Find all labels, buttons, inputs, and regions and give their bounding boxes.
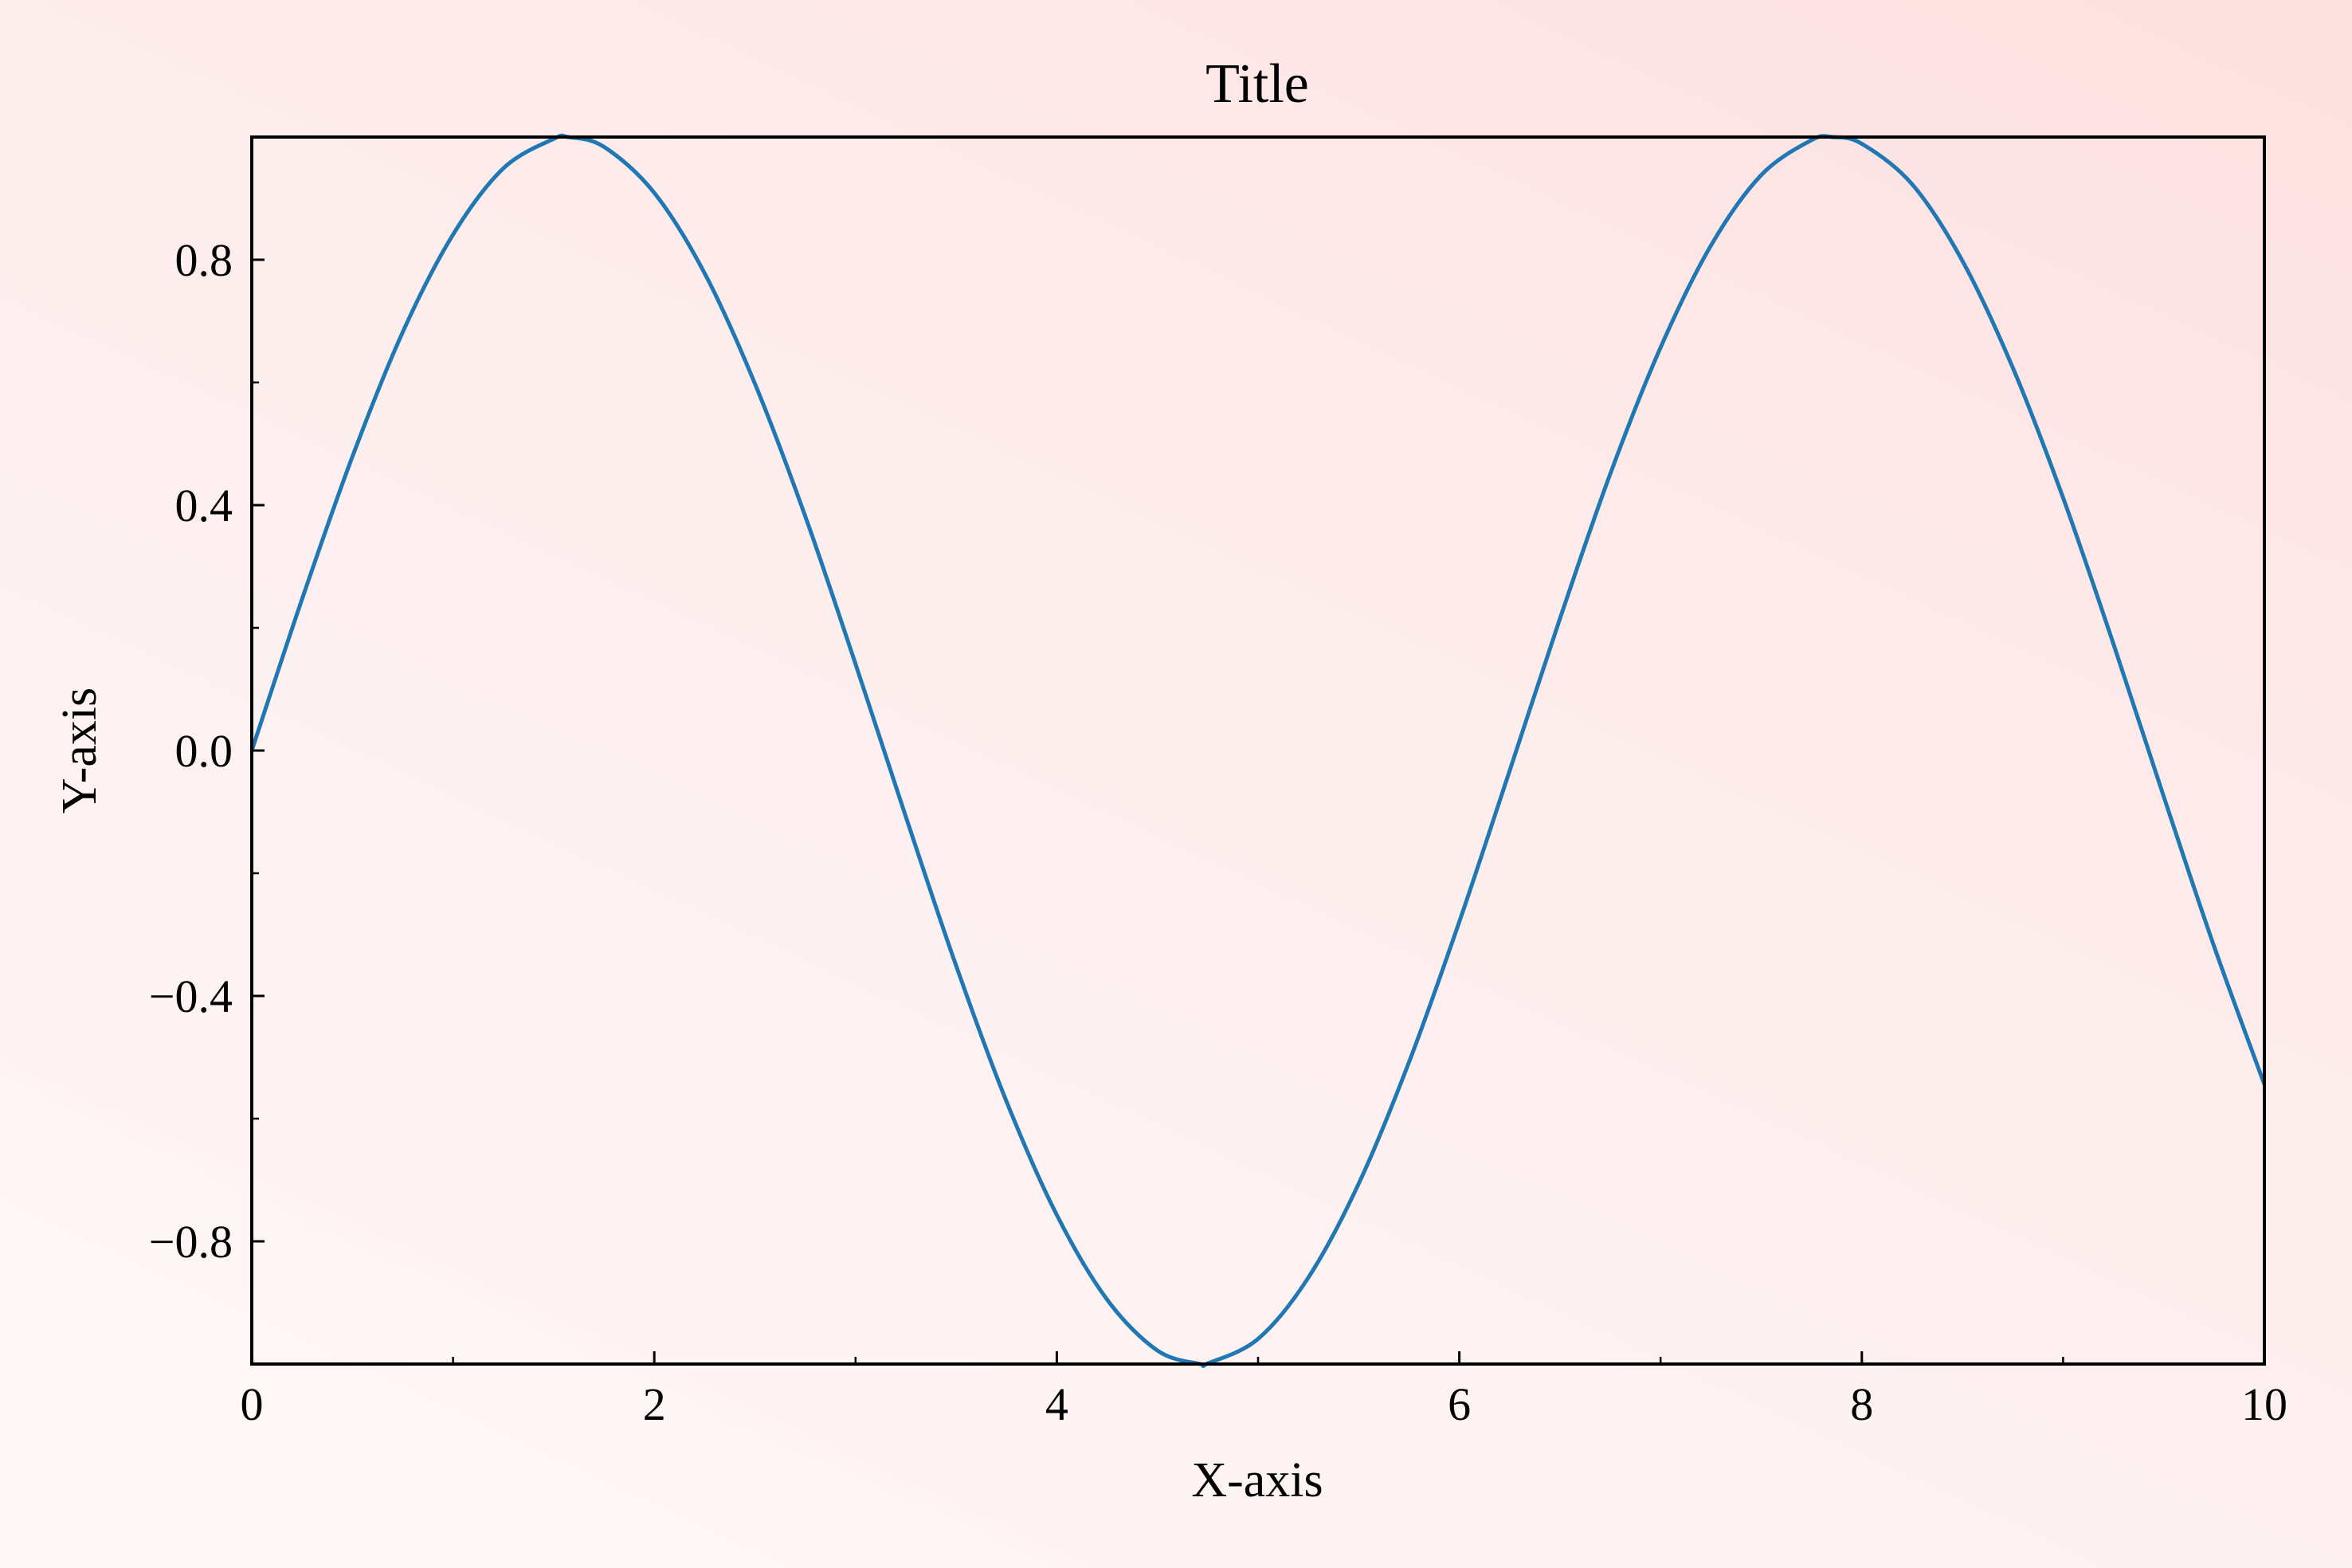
series-line: [249, 133, 2267, 1369]
x-tick-label: 0: [241, 1378, 264, 1430]
x-tick-label: 10: [2241, 1378, 2287, 1430]
plot-frame: [250, 135, 2266, 1366]
y-axis-ticks: 0.8 0.4 0.0 −0.4 −0.8: [149, 234, 265, 1268]
x-tick-label: 4: [1045, 1378, 1068, 1430]
y-tick-label: −0.8: [149, 1216, 233, 1268]
y-tick-label: 0.4: [175, 480, 233, 531]
x-axis-label: X-axis: [1191, 1453, 1323, 1507]
x-tick-label: 6: [1448, 1378, 1471, 1430]
y-tick-label: 0.0: [175, 725, 233, 777]
plot-area: [249, 133, 2267, 1369]
x-axis-ticks: 0 2 4 6 8 10: [241, 1351, 2287, 1430]
chart-title: Title: [1205, 53, 1309, 115]
y-tick-label: 0.8: [175, 234, 233, 286]
x-tick-label: 2: [643, 1378, 666, 1430]
x-tick-label: 8: [1850, 1378, 1873, 1430]
y-tick-label: −0.4: [149, 970, 233, 1022]
y-axis-label: Y-axis: [53, 688, 107, 813]
